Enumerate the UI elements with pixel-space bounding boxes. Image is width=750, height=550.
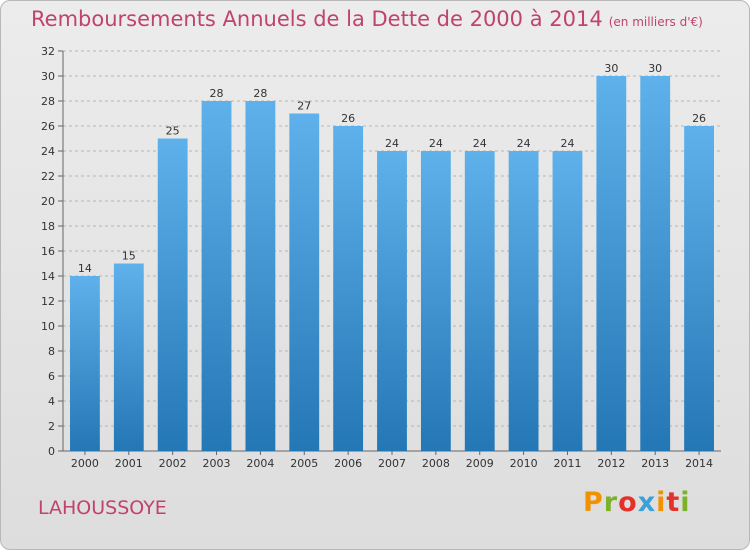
bar-2012[interactable] <box>596 76 627 451</box>
data-label-2009: 24 <box>473 137 487 150</box>
data-label-2008: 24 <box>429 137 443 150</box>
logo-letter: r <box>603 487 619 518</box>
bar-2005[interactable] <box>289 113 320 452</box>
logo-letter: o <box>618 487 638 518</box>
logo-letter: i <box>656 487 667 518</box>
bar-2014[interactable] <box>684 126 714 451</box>
data-labels: 14 15 25 28 28 27 26 24 24 24 24 24 30 30 26 <box>78 62 706 275</box>
bar-2006[interactable] <box>333 126 364 451</box>
bar-2000[interactable] <box>70 276 100 451</box>
proxiti-logo[interactable]: Proxiti <box>583 487 691 518</box>
y-tick-label: 12 <box>41 295 55 308</box>
bar-2002[interactable] <box>157 138 188 452</box>
logo-letter: x <box>637 487 657 518</box>
chart-title: Remboursements Annuels de la Dette de 20… <box>31 7 703 31</box>
x-tick-label-2005: 2005 <box>290 457 318 470</box>
bar-2008[interactable] <box>420 151 451 451</box>
bar-2003[interactable] <box>201 101 232 451</box>
y-tick-label: 24 <box>41 145 55 158</box>
data-label-2005: 27 <box>297 100 311 113</box>
x-tick-label-2011: 2011 <box>553 457 581 470</box>
data-label-2013: 30 <box>648 62 662 75</box>
bar-2001[interactable] <box>113 263 144 452</box>
bars <box>70 76 714 451</box>
x-tick-label-2012: 2012 <box>597 457 625 470</box>
y-tick-label: 8 <box>48 345 55 358</box>
data-label-2000: 14 <box>78 262 92 275</box>
bar-2010[interactable] <box>508 151 539 451</box>
x-tick-label-2009: 2009 <box>466 457 494 470</box>
x-tick-label-2003: 2003 <box>203 457 231 470</box>
y-tick-label: 14 <box>41 270 55 283</box>
x-tick-label-2014: 2014 <box>685 457 713 470</box>
x-tick-label-2007: 2007 <box>378 457 406 470</box>
data-label-2001: 15 <box>122 250 136 263</box>
logo-letter: i <box>680 487 691 518</box>
y-tick-label: 32 <box>41 45 55 58</box>
data-label-2002: 25 <box>166 125 180 138</box>
y-tick-label: 10 <box>41 320 55 333</box>
bar-2011[interactable] <box>552 151 583 451</box>
x-tick-label-2000: 2000 <box>71 457 99 470</box>
y-tick-label: 28 <box>41 95 55 108</box>
data-label-2010: 24 <box>517 137 531 150</box>
data-label-2007: 24 <box>385 137 399 150</box>
y-tick-label: 2 <box>48 420 55 433</box>
y-tick-label: 16 <box>41 245 55 258</box>
x-tick-label-2010: 2010 <box>510 457 538 470</box>
logo-letter: P <box>583 487 604 518</box>
x-tick-label-2013: 2013 <box>641 457 669 470</box>
bar-2013[interactable] <box>640 76 671 451</box>
data-label-2004: 28 <box>253 87 267 100</box>
commune-name: LAHOUSSOYE <box>38 497 167 519</box>
x-tick-label-2008: 2008 <box>422 457 450 470</box>
bar-2009[interactable] <box>464 151 495 451</box>
y-tick-label: 22 <box>41 170 55 183</box>
y-tick-label: 20 <box>41 195 55 208</box>
x-tick-label-2001: 2001 <box>115 457 143 470</box>
data-label-2011: 24 <box>560 137 574 150</box>
y-tick-label: 26 <box>41 120 55 133</box>
data-label-2006: 26 <box>341 112 355 125</box>
y-tick-label: 18 <box>41 220 55 233</box>
y-tick-label: 30 <box>41 70 55 83</box>
logo-letter: t <box>666 487 681 518</box>
data-label-2003: 28 <box>210 87 224 100</box>
data-label-2012: 30 <box>604 62 618 75</box>
bar-2007[interactable] <box>377 151 407 451</box>
y-tick-label: 4 <box>48 395 55 408</box>
y-tick-label: 0 <box>48 445 55 458</box>
chart-title-text: Remboursements Annuels de la Dette de 20… <box>31 7 603 31</box>
bar-2004[interactable] <box>245 101 276 451</box>
x-tick-label-2002: 2002 <box>159 457 187 470</box>
chart-subtitle: (en milliers d'€) <box>608 15 703 29</box>
data-label-2014: 26 <box>692 112 706 125</box>
x-tick-label-2006: 2006 <box>334 457 362 470</box>
y-tick-label: 6 <box>48 370 55 383</box>
x-tick-label-2004: 2004 <box>246 457 274 470</box>
